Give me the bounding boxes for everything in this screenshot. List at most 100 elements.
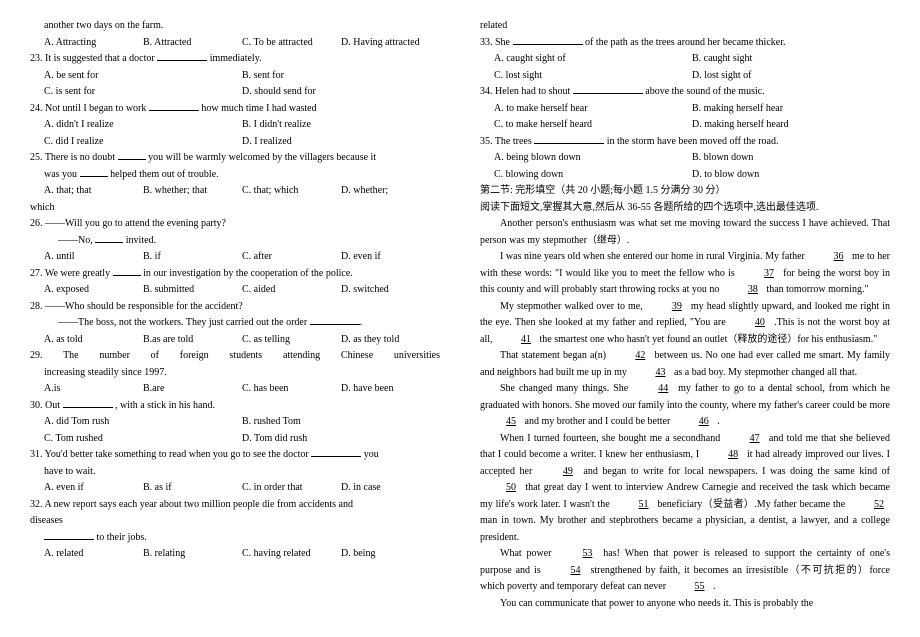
opt: C. has been bbox=[242, 381, 341, 398]
blank-47: 47 bbox=[724, 431, 766, 448]
blank bbox=[513, 36, 583, 45]
blank bbox=[95, 234, 123, 243]
section-2-title: 第二节: 完形填空（共 20 小题;每小题 1.5 分满分 30 分） bbox=[480, 183, 890, 200]
txt: 34. Helen had to shout bbox=[480, 86, 573, 97]
txt: helped them out of trouble. bbox=[108, 169, 219, 180]
opt: B. as if bbox=[143, 480, 242, 497]
q25-stem: 25. There is no doubt you will be warmly… bbox=[30, 150, 440, 167]
txt: than tomorrow morning." bbox=[764, 284, 869, 295]
txt: the smartest one who hasn't yet found an… bbox=[537, 334, 877, 345]
p5: She changed many things. She 44 my fathe… bbox=[480, 381, 890, 431]
txt: 24. Not until I began to work bbox=[30, 103, 149, 114]
txt: in the storm have been moved off the roa… bbox=[604, 136, 778, 147]
blank-55: 55 bbox=[669, 579, 711, 596]
txt: as a bad boy. My stepmother changed all … bbox=[671, 367, 857, 378]
opt: B. I didn't realize bbox=[242, 117, 440, 134]
opt: A. being blown down bbox=[494, 150, 692, 167]
opt: B. whether; that bbox=[143, 183, 242, 200]
blank bbox=[118, 151, 146, 160]
txt: 35. The trees bbox=[480, 136, 534, 147]
txt: When I turned fourteen, she bought me a … bbox=[500, 433, 724, 444]
q22-opts: A. Attracting B. Attracted C. To be attr… bbox=[30, 35, 440, 52]
opt: D. should send for bbox=[242, 84, 440, 101]
q32-stem-2: diseases bbox=[30, 513, 440, 530]
blank bbox=[149, 102, 199, 111]
opt: B. blown down bbox=[692, 150, 890, 167]
q34-stem: 34. Helen had to shout above the sound o… bbox=[480, 84, 890, 101]
txt: and my brother and I could be better bbox=[522, 416, 673, 427]
blank-44: 44 bbox=[632, 381, 674, 398]
q25-opt-cont: which bbox=[30, 200, 440, 217]
q24-opts-2: C. did I realizeD. I realized bbox=[30, 134, 440, 151]
blank-38: 38 bbox=[722, 282, 764, 299]
txt: My stepmother walked over to me, bbox=[500, 301, 646, 312]
q35-stem: 35. The trees in the storm have been mov… bbox=[480, 134, 890, 151]
blank-49: 49 bbox=[537, 464, 579, 481]
q34-opts-1: A. to make herself hearB. making herself… bbox=[480, 101, 890, 118]
blank bbox=[534, 135, 604, 144]
txt: immediately. bbox=[207, 53, 261, 64]
q31-opts: A. even if B. as if C. in order that D. … bbox=[30, 480, 440, 497]
opt: D. making herself heard bbox=[692, 117, 890, 134]
p6: When I turned fourteen, she bought me a … bbox=[480, 431, 890, 547]
opt: B. caught sight bbox=[692, 51, 890, 68]
opt: C. as telling bbox=[242, 332, 341, 349]
opt: A. Attracting bbox=[44, 35, 143, 52]
txt: 30. Out bbox=[30, 400, 63, 411]
opt: C. to make herself heard bbox=[494, 117, 692, 134]
q32-opts: A. related B. relating C. having related… bbox=[30, 546, 440, 563]
opt: A. be sent for bbox=[44, 68, 242, 85]
opt: A. that; that bbox=[44, 183, 143, 200]
txt: in our investigation by the cooperation … bbox=[141, 268, 353, 279]
q27-opts: A. exposed B. submitted C. aided D. swit… bbox=[30, 282, 440, 299]
blank-36: 36 bbox=[807, 249, 849, 266]
blank-43: 43 bbox=[629, 365, 671, 382]
txt: man in town. My brother and stepbrothers… bbox=[480, 515, 890, 543]
opt: A. caught sight of bbox=[494, 51, 692, 68]
blank bbox=[63, 399, 113, 408]
blank-50: 50 bbox=[480, 480, 522, 497]
left-column: another two days on the farm. A. Attract… bbox=[30, 18, 440, 619]
txt: ——No, bbox=[58, 235, 95, 246]
txt: you will be warmly welcomed by the villa… bbox=[146, 152, 377, 163]
opt: B. relating bbox=[143, 546, 242, 563]
blank-41: 41 bbox=[495, 332, 537, 349]
q31-stem-2: have to wait. bbox=[30, 464, 440, 481]
txt: . bbox=[715, 416, 720, 427]
txt: ——The boss, not the workers. They just c… bbox=[58, 317, 310, 328]
txt: you bbox=[361, 449, 379, 460]
q31-stem: 31. You'd better take something to read … bbox=[30, 447, 440, 464]
p1: Another person's enthusiasm was what set… bbox=[480, 216, 890, 249]
txt: was you bbox=[44, 169, 80, 180]
opt: D. lost sight of bbox=[692, 68, 890, 85]
blank-39: 39 bbox=[646, 299, 688, 316]
p4: That statement began a(n) 42 between us.… bbox=[480, 348, 890, 381]
section-2-instruction: 阅读下面短文,掌握其大意,然后从 36-55 各题所给的四个选项中,选出最佳选项… bbox=[480, 200, 890, 217]
opt: D. being bbox=[341, 546, 440, 563]
opt: B. sent for bbox=[242, 68, 440, 85]
q23-stem: 23. It is suggested that a doctor immedi… bbox=[30, 51, 440, 68]
q34-opts-2: C. to make herself heardD. making hersel… bbox=[480, 117, 890, 134]
blank bbox=[310, 316, 360, 325]
txt: of the path as the trees around her beca… bbox=[583, 37, 786, 48]
opt: C. aided bbox=[242, 282, 341, 299]
q23-opts-1: A. be sent forB. sent for bbox=[30, 68, 440, 85]
right-column: related 33. She of the path as the trees… bbox=[480, 18, 890, 619]
q30-opts-1: A. did Tom rushB. rushed Tom bbox=[30, 414, 440, 431]
passage: Another person's enthusiasm was what set… bbox=[480, 216, 890, 612]
opt: C. did I realize bbox=[44, 134, 242, 151]
opt: C. is sent for bbox=[44, 84, 242, 101]
opt: D. in case bbox=[341, 480, 440, 497]
blank bbox=[80, 168, 108, 177]
q32-stem-3: to their jobs. bbox=[30, 530, 440, 547]
q33-stem: 33. She of the path as the trees around … bbox=[480, 35, 890, 52]
txt: and began to write for local newspapers.… bbox=[579, 466, 890, 477]
q28-stem-2: ——The boss, not the workers. They just c… bbox=[30, 315, 440, 332]
txt: I was nine years old when she entered ou… bbox=[500, 251, 807, 262]
opt: A. did Tom rush bbox=[44, 414, 242, 431]
blank bbox=[573, 85, 643, 94]
q25-opts: A. that; that B. whether; that C. that; … bbox=[30, 183, 440, 200]
q35-opts-1: A. being blown downB. blown down bbox=[480, 150, 890, 167]
opt: B.as are told bbox=[143, 332, 242, 349]
opt: D. as they told bbox=[341, 332, 440, 349]
